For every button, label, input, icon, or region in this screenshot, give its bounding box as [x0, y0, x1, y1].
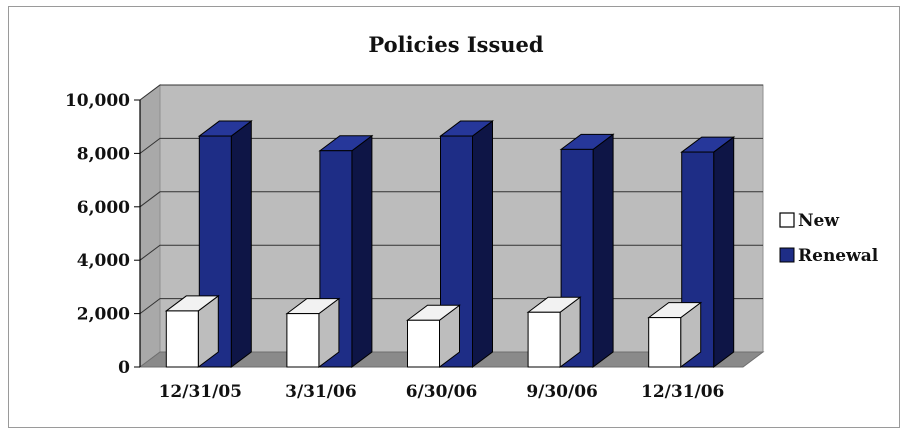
bar-renewal-side: [230, 120, 252, 368]
bar-new: [165, 310, 199, 368]
x-tick-label: 9/30/06: [526, 382, 598, 402]
x-tick-label: 12/31/05: [159, 382, 242, 402]
y-tick-label: 10,000: [65, 91, 130, 111]
bar-renewal-side: [472, 120, 493, 368]
legend: New Renewal: [779, 211, 879, 266]
legend-label-new: New: [798, 211, 839, 231]
chart-title: Policies Issued: [368, 32, 544, 57]
x-tick-label: 12/31/06: [641, 382, 724, 402]
chart-side-wall: [139, 84, 161, 368]
legend-label-renewal: Renewal: [798, 246, 879, 266]
y-tick-label: 4,000: [77, 251, 130, 271]
bar-new: [527, 311, 561, 368]
bar-renewal-side: [351, 134, 373, 368]
legend-swatch-new: [779, 212, 795, 228]
bar-new: [648, 317, 682, 368]
bar-new: [286, 313, 320, 368]
y-tick-label: 0: [118, 358, 130, 378]
bar-renewal-side: [592, 133, 614, 368]
y-tick-label: 2,000: [77, 305, 130, 325]
legend-swatch-renewal: [779, 247, 795, 263]
bar-renewal-side: [713, 136, 735, 368]
bar-new: [407, 319, 440, 368]
x-tick-label: 6/30/06: [406, 382, 478, 402]
x-tick-label: 3/31/06: [285, 382, 357, 402]
plot-area: 0 2,000 4,000 6,000 8,000 10,000 12/31/05 3/31/…: [65, 84, 765, 402]
gridline: [139, 84, 763, 101]
y-tick-label: 6,000: [77, 198, 130, 218]
y-tick-label: 8,000: [77, 144, 130, 164]
gridline: [139, 137, 763, 154]
